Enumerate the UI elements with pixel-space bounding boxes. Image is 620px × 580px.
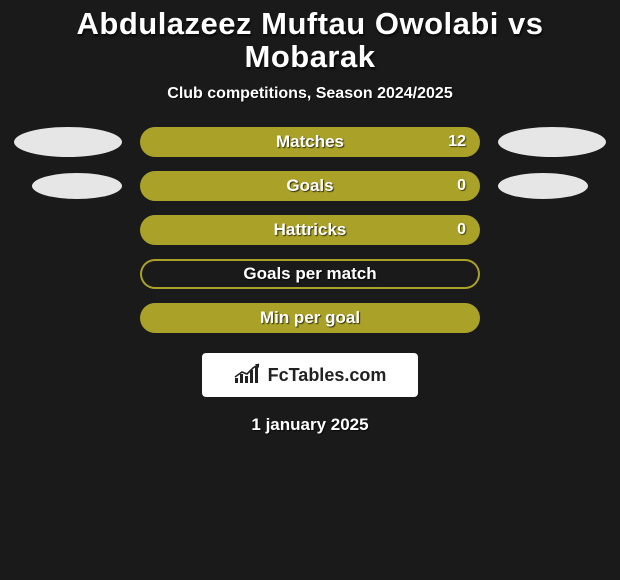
stat-bar: Hattricks 0: [140, 215, 480, 245]
stat-value: 0: [457, 177, 466, 195]
stat-row: Matches 12: [0, 127, 620, 157]
stat-value: 0: [457, 221, 466, 239]
player-left-ellipse: [32, 173, 122, 199]
page-subtitle: Club competitions, Season 2024/2025: [0, 85, 620, 103]
stat-label: Min per goal: [260, 308, 360, 328]
stat-bar: Goals per match: [140, 259, 480, 289]
stat-bar: Matches 12: [140, 127, 480, 157]
stat-label: Goals: [286, 176, 333, 196]
stat-label: Goals per match: [243, 264, 376, 284]
stat-value: 12: [448, 133, 466, 151]
snapshot-date: 1 january 2025: [0, 415, 620, 435]
fctables-logo: FcTables.com: [202, 353, 418, 397]
stat-label: Hattricks: [274, 220, 347, 240]
stat-row: Goals per match: [0, 259, 620, 289]
stat-row: Min per goal: [0, 303, 620, 333]
stat-label: Matches: [276, 132, 344, 152]
stat-row: Hattricks 0: [0, 215, 620, 245]
player-left-ellipse: [14, 127, 122, 157]
comparison-infographic: Abdulazeez Muftau Owolabi vs Mobarak Clu…: [0, 0, 620, 580]
stat-bar: Goals 0: [140, 171, 480, 201]
player-right-ellipse: [498, 127, 606, 157]
stat-rows: Matches 12 Goals 0 Hattricks 0 Goals per match…: [0, 127, 620, 333]
logo-text: FcTables.com: [268, 365, 387, 386]
stat-row: Goals 0: [0, 171, 620, 201]
stat-bar: Min per goal: [140, 303, 480, 333]
bar-chart-icon: [234, 363, 260, 388]
player-right-ellipse: [498, 173, 588, 199]
page-title: Abdulazeez Muftau Owolabi vs Mobarak: [0, 8, 620, 73]
